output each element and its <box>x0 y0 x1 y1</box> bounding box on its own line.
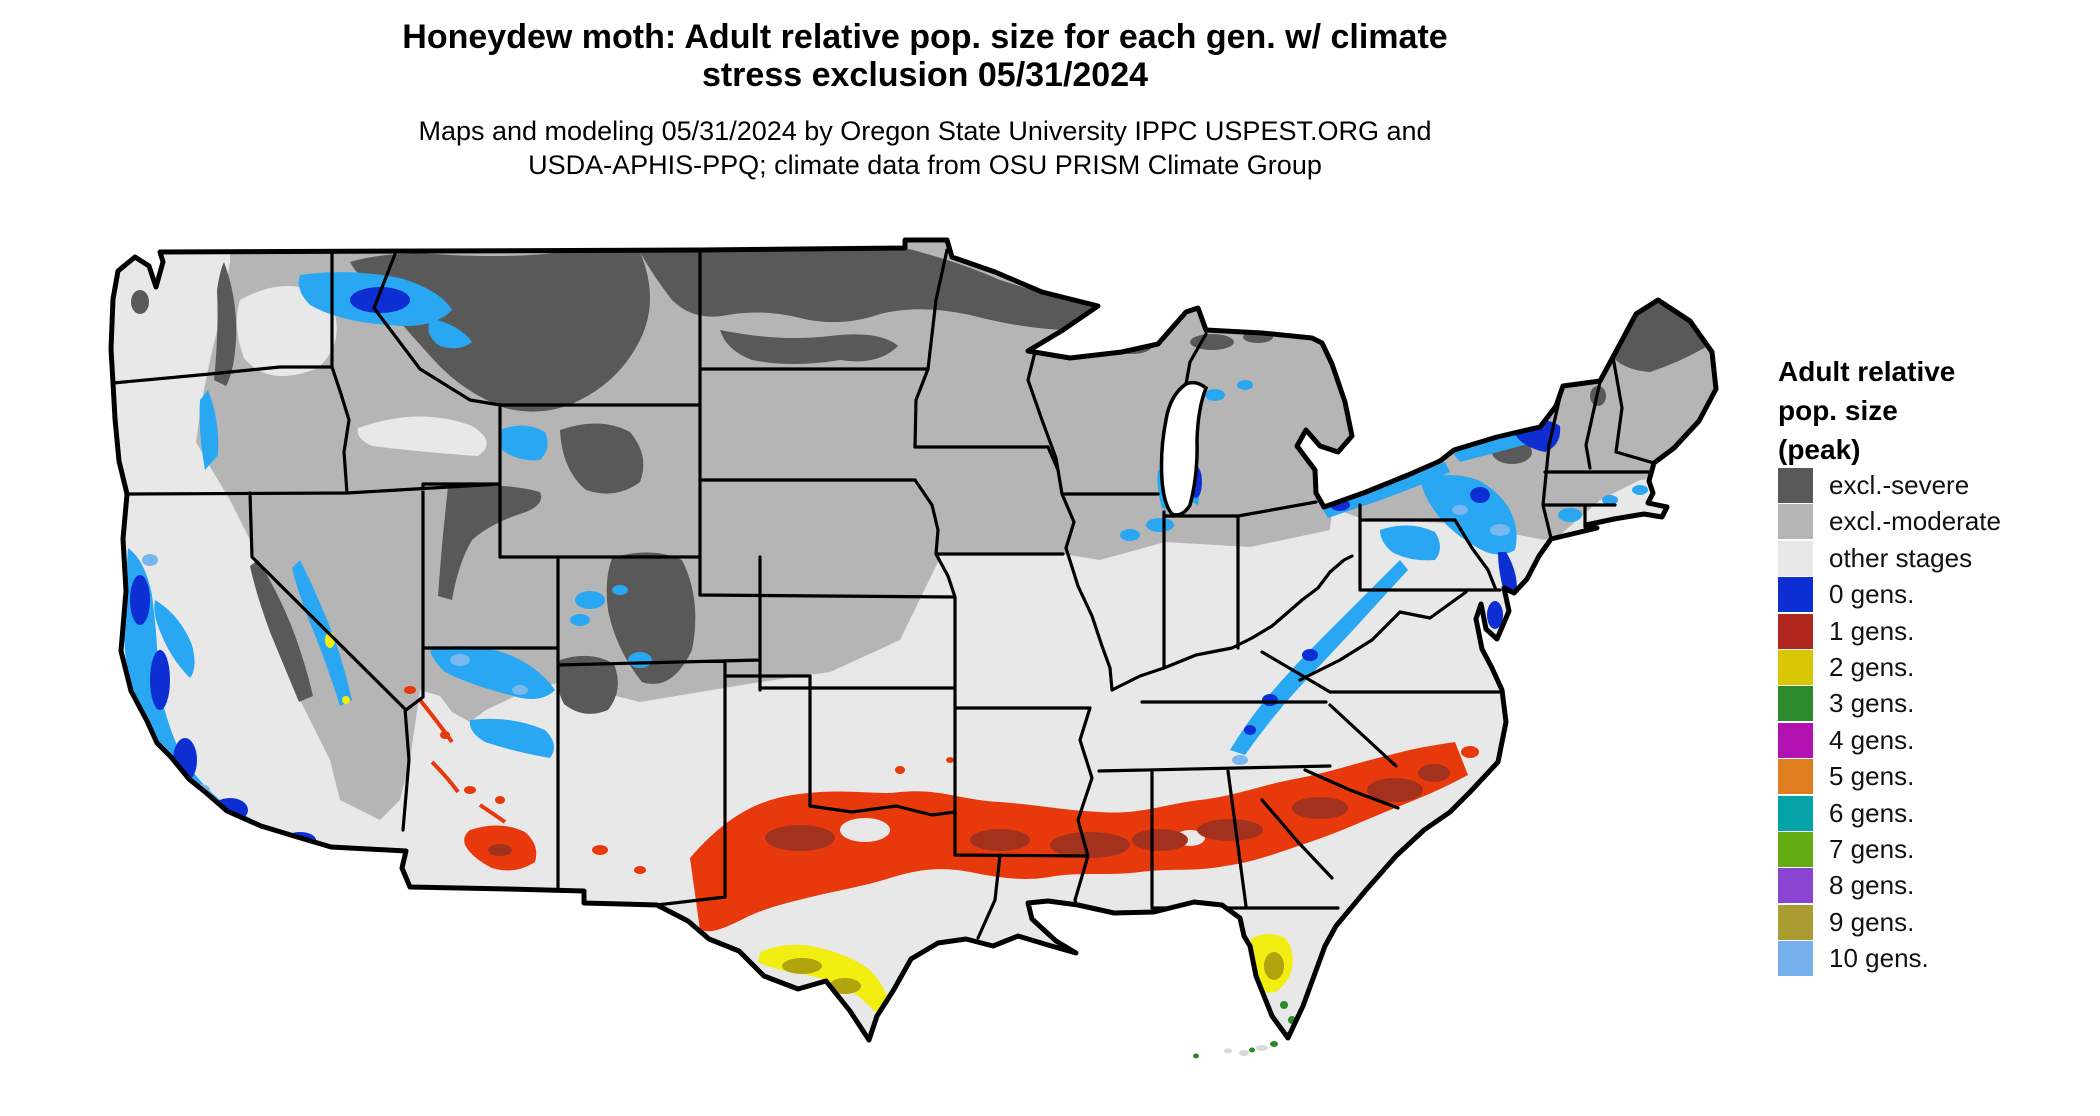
legend-item: 9 gens. <box>1778 904 1915 940</box>
legend-item: 10 gens. <box>1778 941 1929 977</box>
legend-swatch <box>1778 468 1813 503</box>
legend-swatch <box>1778 904 1813 940</box>
legend-item-label: 8 gens. <box>1829 870 1915 901</box>
legend-title-line2: pop. size <box>1778 395 1898 426</box>
legend-item: 3 gens. <box>1778 686 1915 722</box>
legend-item: 4 gens. <box>1778 722 1915 758</box>
legend-item: 5 gens. <box>1778 759 1915 795</box>
legend-item: 1 gens. <box>1778 613 1915 649</box>
legend-item-label: 2 gens. <box>1829 652 1915 682</box>
us-outline <box>108 237 1719 1043</box>
legend-swatch <box>1778 613 1813 649</box>
map-subtitle-line2: USDA-APHIS-PPQ; climate data from OSU PR… <box>528 150 1322 180</box>
legend-item: 0 gens. <box>1778 577 1915 613</box>
legend-swatch <box>1778 941 1813 977</box>
legend-item-label: 10 gens. <box>1829 943 1929 974</box>
legend-item-label: 5 gens. <box>1829 761 1915 792</box>
legend-item-label: 9 gens. <box>1829 906 1915 937</box>
legend-swatch <box>1778 577 1813 613</box>
legend-item: other stages <box>1778 540 1973 576</box>
state-borders <box>111 247 1656 940</box>
map-subtitle-line1: Maps and modeling 05/31/2024 by Oregon S… <box>418 116 1432 146</box>
legend-item: 2 gens. <box>1778 650 1914 685</box>
map-subtitle: Maps and modeling 05/31/2024 by Oregon S… <box>0 114 1850 182</box>
legend-swatch <box>1778 650 1813 685</box>
legend-item: 6 gens. <box>1778 795 1915 831</box>
legend: Adult relative pop. size (peak) excl.-se… <box>1778 352 2088 977</box>
legend-title-line3: (peak) <box>1778 434 1861 465</box>
florida-keys <box>1193 1041 1278 1059</box>
legend-swatch <box>1778 795 1813 831</box>
map-title: Honeydew moth: Adult relative pop. size … <box>0 18 1850 94</box>
legend-item-label: 7 gens. <box>1829 834 1915 864</box>
legend-item: 8 gens. <box>1778 868 1915 904</box>
legend-title: Adult relative pop. size (peak) <box>1778 352 2088 469</box>
legend-swatch <box>1778 686 1813 722</box>
map-title-line1: Honeydew moth: Adult relative pop. size … <box>402 18 1448 56</box>
legend-swatch <box>1778 722 1813 758</box>
legend-swatch <box>1778 540 1813 576</box>
legend-item-label: 0 gens. <box>1829 579 1915 610</box>
legend-item: excl.-moderate <box>1778 504 2001 540</box>
legend-item-label: excl.-moderate <box>1829 506 2001 537</box>
legend-item-label: 4 gens. <box>1829 724 1915 755</box>
region-yellow <box>325 632 1293 1012</box>
map-title-line2: stress exclusion 05/31/2024 <box>701 56 1149 94</box>
legend-item: excl.-severe <box>1778 468 1969 503</box>
legend-swatch <box>1778 759 1813 795</box>
legend-title-line1: Adult relative <box>1778 356 1956 387</box>
legend-item-label: 1 gens. <box>1829 615 1915 646</box>
legend-swatch <box>1778 504 1813 540</box>
legend-swatch <box>1778 868 1813 904</box>
legend-item-label: 3 gens. <box>1829 688 1915 719</box>
legend-swatch <box>1778 832 1813 867</box>
legend-item: 7 gens. <box>1778 832 1914 867</box>
legend-item-label: excl.-severe <box>1829 470 1970 500</box>
legend-item-label: other stages <box>1829 542 1973 573</box>
lake-michigan <box>1159 380 1209 517</box>
legend-item-label: 6 gens. <box>1829 797 1915 828</box>
